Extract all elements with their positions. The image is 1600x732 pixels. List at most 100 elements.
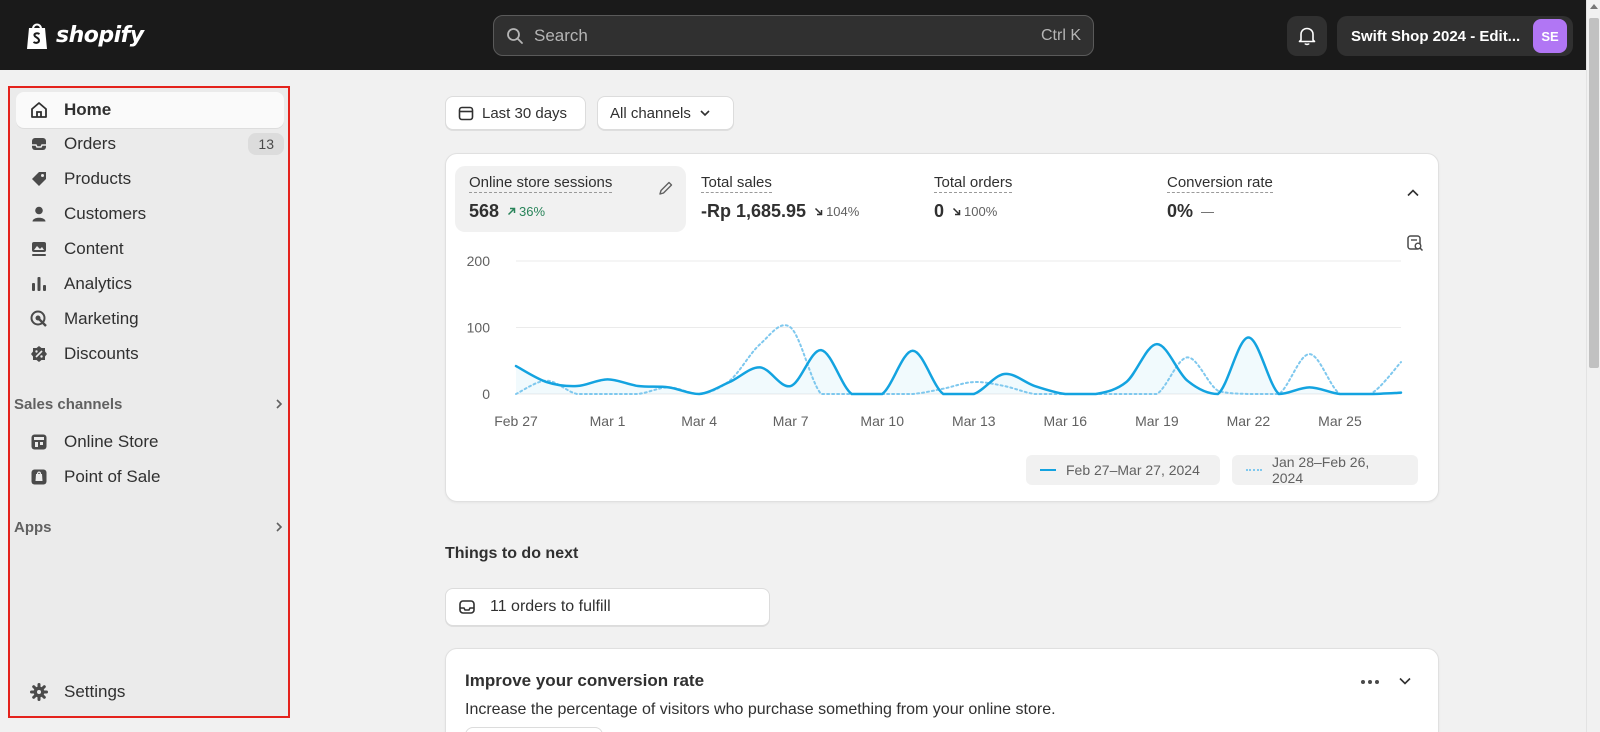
sidebar: Home Orders 13 Products Customers Conten…	[8, 86, 290, 718]
legend-label: Feb 27–Mar 27, 2024	[1066, 462, 1200, 478]
sidebar-item-label: Discounts	[64, 344, 139, 363]
search-input[interactable]: Search Ctrl K	[493, 15, 1094, 56]
sidebar-item-label: Home	[64, 100, 112, 119]
sidebar-item-home[interactable]: Home	[16, 92, 284, 128]
sidebar-item-discounts[interactable]: Discounts	[16, 336, 284, 372]
chevron-up-icon[interactable]	[1406, 187, 1420, 199]
store-menu-button[interactable]: Swift Shop 2024 - Edit... SE	[1337, 16, 1573, 56]
metric-change-value: 100%	[964, 204, 998, 219]
sidebar-item-products[interactable]: Products	[16, 161, 284, 197]
things-to-do-title: Things to do next	[445, 545, 579, 562]
legend-label: Jan 28–Feb 26, 2024	[1271, 454, 1370, 486]
metric-online-store-sessions[interactable]: Online store sessions 568 36%	[455, 166, 686, 232]
orders-to-fulfill-button[interactable]: 11 orders to fulfill	[445, 588, 770, 626]
chevron-down-icon[interactable]	[1398, 675, 1412, 687]
search-shortcut: Ctrl K	[1041, 26, 1081, 44]
metric-change-value: —	[1201, 204, 1215, 219]
x-tick-label: Feb 27	[494, 413, 538, 429]
metric-label: Total sales	[701, 174, 772, 193]
discount-icon	[28, 343, 50, 365]
x-tick-label: Mar 1	[590, 413, 626, 429]
date-range-label: Last 30 days	[482, 104, 568, 122]
report-search-icon[interactable]	[1406, 234, 1424, 252]
shopify-bag-icon	[27, 23, 47, 49]
sidebar-item-label: Content	[64, 239, 124, 258]
scrollbar[interactable]	[1586, 0, 1600, 732]
metric-value: 568	[469, 201, 500, 221]
sidebar-item-label: Customers	[64, 204, 147, 223]
date-range-button[interactable]: Last 30 days	[445, 96, 586, 130]
bar-chart-icon	[28, 273, 50, 295]
channels-dropdown[interactable]: All channels	[597, 96, 734, 130]
content-icon	[28, 238, 50, 260]
metric-value: 0	[934, 201, 945, 221]
x-tick-label: Mar 10	[860, 413, 904, 429]
sidebar-item-marketing[interactable]: Marketing	[16, 301, 284, 337]
x-tick-label: Mar 16	[1044, 413, 1088, 429]
sidebar-item-orders[interactable]: Orders 13	[16, 126, 284, 162]
sidebar-item-customers[interactable]: Customers	[16, 196, 284, 232]
legend-current-period[interactable]: Feb 27–Mar 27, 2024	[1026, 455, 1220, 485]
scroll-up-icon[interactable]	[1590, 4, 1598, 9]
arrow-down-right-icon	[952, 207, 961, 216]
conversion-tip-title: Improve your conversion rate	[465, 671, 705, 690]
x-tick-label: Mar 7	[773, 413, 809, 429]
metric-change: 104%	[814, 204, 859, 219]
orders-icon	[28, 133, 50, 155]
card-action-button[interactable]	[465, 727, 603, 732]
x-tick-label: Mar 19	[1135, 413, 1179, 429]
metric-total-orders[interactable]: Total orders 0 100%	[920, 166, 1150, 232]
notifications-button[interactable]	[1287, 16, 1327, 56]
metric-change: 36%	[507, 204, 545, 219]
pencil-icon[interactable]	[658, 180, 674, 196]
more-options-icon[interactable]	[1360, 679, 1380, 685]
metric-change: 100%	[952, 204, 997, 219]
target-icon	[28, 308, 50, 330]
sidebar-item-online-store[interactable]: Online Store	[16, 424, 284, 460]
sidebar-item-analytics[interactable]: Analytics	[16, 266, 284, 302]
tag-icon	[28, 168, 50, 190]
x-tick-label: Mar 22	[1227, 413, 1271, 429]
metric-change-value: 104%	[826, 204, 860, 219]
metric-label: Online store sessions	[469, 174, 613, 193]
sidebar-item-label: Marketing	[64, 309, 139, 328]
shopify-logo[interactable]: shopify	[24, 20, 144, 50]
metric-conversion-rate[interactable]: Conversion rate 0% —	[1153, 166, 1383, 232]
y-tick-label: 0	[482, 386, 490, 402]
legend-dotted-swatch	[1246, 469, 1262, 471]
legend-previous-period[interactable]: Jan 28–Feb 26, 2024	[1232, 454, 1418, 486]
metric-change-value: 36%	[519, 204, 546, 219]
metric-total-sales[interactable]: Total sales -Rp 1,685.95 104%	[687, 166, 917, 232]
metric-label: Conversion rate	[1167, 174, 1273, 193]
y-tick-label: 200	[467, 253, 491, 269]
sessions-chart: 0 100 200 Feb 27 Mar 1 Mar 4 Mar 7 Mar 10 Mar 13…	[467, 253, 1403, 429]
calendar-icon	[458, 106, 474, 121]
scrollbar-thumb[interactable]	[1589, 18, 1599, 368]
sales-channels-label: Sales channels	[14, 395, 123, 413]
y-tick-label: 100	[467, 320, 491, 336]
top-bar: shopify Search Ctrl K Swift Shop 2024 - …	[0, 0, 1586, 70]
chevron-right-icon	[276, 399, 283, 409]
sidebar-item-label: Products	[64, 169, 132, 188]
avatar: SE	[1533, 19, 1567, 53]
sidebar-item-settings[interactable]: Settings	[16, 674, 284, 710]
sidebar-item-label: Analytics	[64, 274, 133, 293]
analytics-card: Online store sessions 568 36% Total sale…	[445, 153, 1439, 502]
sidebar-item-label: Online Store	[64, 432, 159, 451]
sales-channels-header[interactable]: Sales channels	[14, 392, 284, 416]
apps-header[interactable]: Apps	[14, 515, 284, 539]
metric-value: -Rp 1,685.95	[701, 201, 807, 221]
channels-label: All channels	[610, 104, 691, 122]
legend-solid-swatch	[1040, 469, 1056, 471]
sidebar-item-point-of-sale[interactable]: Point of Sale	[16, 459, 284, 495]
chevron-right-icon	[276, 522, 283, 532]
orders-to-fulfill-label: 11 orders to fulfill	[490, 598, 611, 615]
series-area	[516, 337, 1401, 394]
x-tick-label: Mar 13	[952, 413, 996, 429]
home-icon	[28, 99, 50, 121]
search-icon	[507, 27, 523, 44]
sidebar-item-content[interactable]: Content	[16, 231, 284, 267]
sidebar-item-label: Orders	[64, 134, 116, 153]
brand-name: shopify	[56, 22, 144, 48]
conversion-tip-card: Improve your conversion rate Increase th…	[445, 648, 1439, 732]
